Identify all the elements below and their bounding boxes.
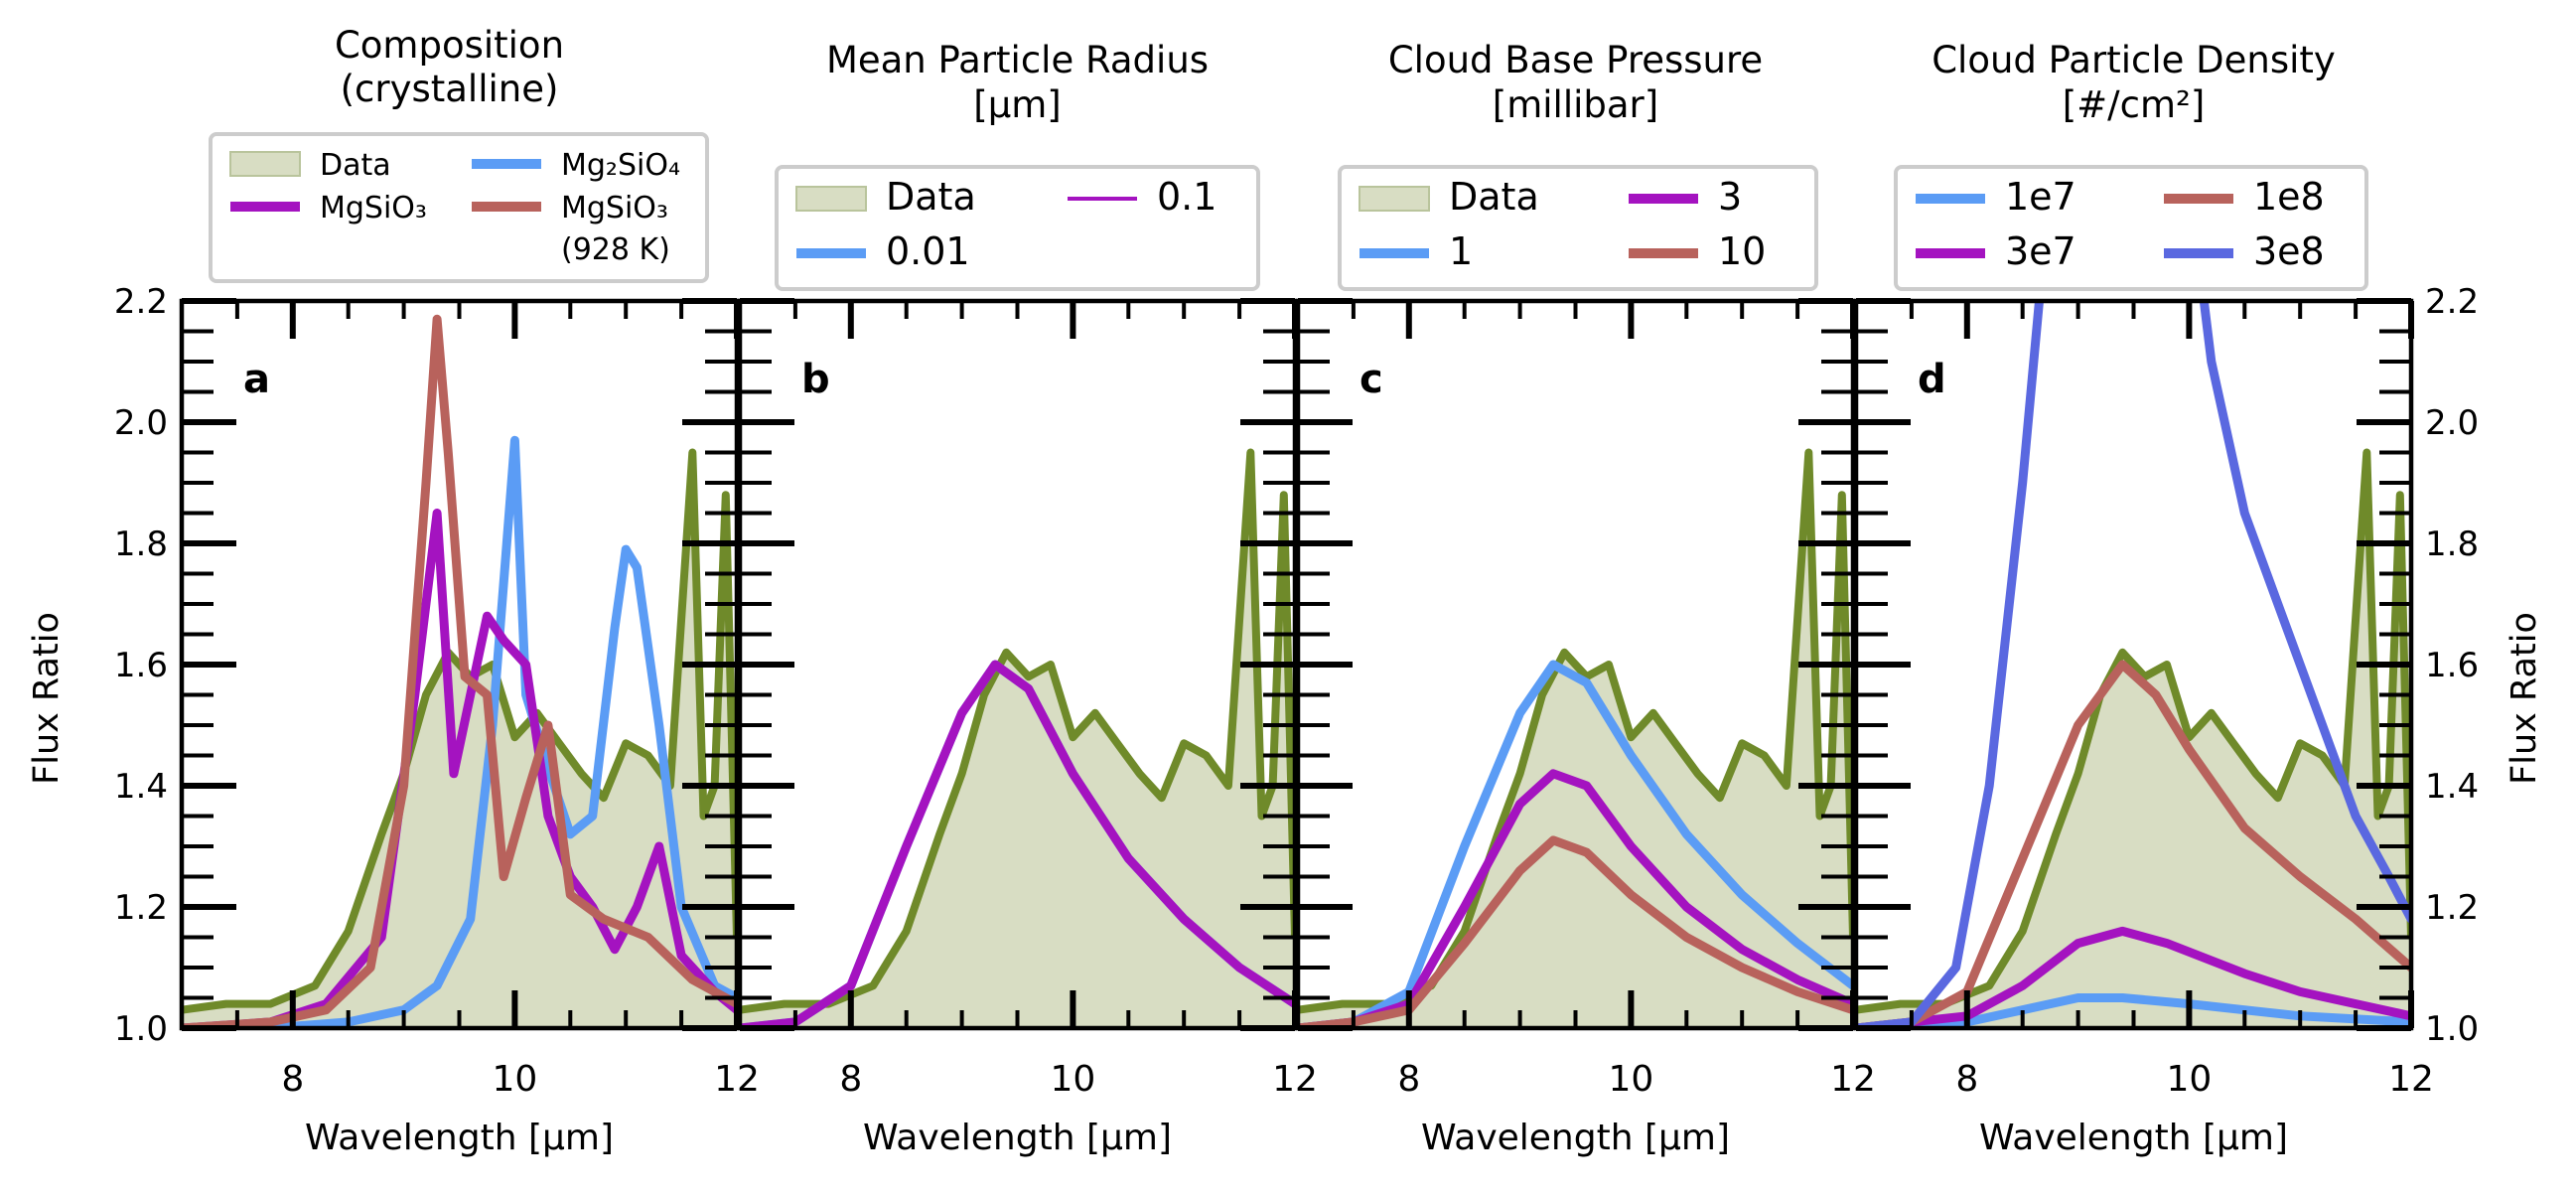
legend-swatch-data <box>1359 186 1430 212</box>
x-tick-label: 10 <box>492 1059 537 1100</box>
y-tick-label: 1.8 <box>114 524 168 564</box>
y-axis-label-left: Flux Ratio <box>27 612 67 785</box>
y-tick-label: 1.6 <box>2425 646 2479 685</box>
legend: Data Mg₂SiO₄ MgSiO₃ MgSiO₃ (928 K) <box>209 132 709 283</box>
legend-label: (928 K) <box>561 232 670 267</box>
panel-a: 8 10 12 1.0 1.2 1.4 1.6 1.8 2.0 2.2 a Wavelength [μ… <box>114 24 760 1158</box>
panel-letter: c <box>1360 357 1383 402</box>
legend-label: 3e7 <box>2005 229 2076 273</box>
x-tick-label: 10 <box>2166 1059 2212 1100</box>
data-line <box>740 448 1295 1014</box>
legend-label: 3e8 <box>2253 229 2325 273</box>
legend: Data 3 1 10 <box>1338 165 1818 291</box>
data-line <box>182 448 737 1014</box>
x-axis-label: Wavelength [μm] <box>1979 1118 2288 1158</box>
y-tick-label: 2.0 <box>2425 403 2479 443</box>
panel-title: Mean Particle Radius <box>826 39 1209 81</box>
panel-b: 8 10 12 b Wavelength [μm] Mean Particle Radiu… <box>737 39 1318 1158</box>
x-tick-label: 8 <box>1955 1059 1978 1100</box>
legend: Data 0.1 0.01 <box>775 165 1260 291</box>
panel-letter: b <box>801 357 830 402</box>
series-line-mgsio-928-k <box>182 314 737 1028</box>
y-tick-label: 1.2 <box>2425 888 2479 928</box>
legend-label: Data <box>320 148 391 183</box>
series-line-1 <box>1298 660 1853 1028</box>
panel-title-unit: [millibar] <box>1493 83 1658 126</box>
legend-label: 1e7 <box>2005 175 2076 219</box>
legend-label: 10 <box>1718 229 1766 273</box>
legend-frame <box>775 165 1260 291</box>
series-line-3 <box>1298 769 1853 1028</box>
legend-label: Mg₂SiO₄ <box>561 148 680 183</box>
y-tick-label: 1.4 <box>114 767 168 807</box>
legend-label: 0.01 <box>886 229 970 273</box>
legend-label: Data <box>886 175 976 219</box>
panels: 8 10 12 1.0 1.2 1.4 1.6 1.8 2.0 2.2 a Wavelength [μ… <box>114 24 2479 1158</box>
panel-title-unit: (crystalline) <box>341 68 559 110</box>
x-tick-label: 12 <box>714 1059 760 1100</box>
legend-label: 1e8 <box>2253 175 2325 219</box>
y-axis-label-right: Flux Ratio <box>2504 612 2544 785</box>
y-tick-label: 1.8 <box>2425 524 2479 564</box>
panel-title: Cloud Particle Density <box>1932 39 2336 81</box>
legend-label: Data <box>1449 175 1539 219</box>
legend-swatch-data <box>795 186 867 212</box>
legend-label: 3 <box>1718 175 1742 219</box>
legend-label: 0.1 <box>1157 175 1216 219</box>
data-fill <box>1856 452 2411 1028</box>
y-tick-label: 1.6 <box>114 646 168 685</box>
x-axis-label: Wavelength [μm] <box>1421 1118 1730 1158</box>
panel-title: Composition <box>335 24 564 67</box>
series-line-0-1 <box>740 660 1295 1028</box>
panel-title-unit: [#/cm²] <box>2063 83 2206 126</box>
panel-letter: d <box>1918 357 1946 402</box>
panel-c: 8 10 12 c Wavelength [μm] Cloud Base Pressure… <box>1295 39 1876 1158</box>
series-line-3e7 <box>1856 926 2411 1028</box>
series-line-3e8 <box>1856 301 2411 1028</box>
legend-label: 1 <box>1449 229 1473 273</box>
x-tick-label: 12 <box>1830 1059 1876 1100</box>
panel-title-unit: [μm] <box>973 83 1061 126</box>
y-tick-label: 1.0 <box>2425 1009 2479 1049</box>
x-axis-label: Wavelength [μm] <box>305 1118 614 1158</box>
legend: 1e7 1e8 3e7 3e8 <box>1894 165 2368 291</box>
y-tick-label: 1.0 <box>114 1009 168 1049</box>
y-tick-label: 2.2 <box>114 282 168 322</box>
x-tick-label: 10 <box>1050 1059 1095 1100</box>
data-fill <box>1298 452 1853 1028</box>
x-tick-label: 10 <box>1608 1059 1653 1100</box>
panel-d: 8 10 12 1.0 1.2 1.4 1.6 1.8 2.0 2.2 d Wavelength [μ… <box>1853 39 2479 1158</box>
y-tick-label: 1.2 <box>114 888 168 928</box>
panel-title: Cloud Base Pressure <box>1388 39 1763 81</box>
legend-frame <box>209 132 709 283</box>
x-axis-label: Wavelength [μm] <box>863 1118 1172 1158</box>
y-tick-label: 1.4 <box>2425 767 2479 807</box>
x-tick-label: 12 <box>2388 1059 2434 1100</box>
series-line-1e8 <box>1856 660 2411 1028</box>
legend-label: MgSiO₃ <box>320 191 427 225</box>
data-line <box>1298 448 1853 1014</box>
x-tick-label: 12 <box>1272 1059 1318 1100</box>
x-tick-label: 8 <box>1397 1059 1420 1100</box>
x-tick-label: 8 <box>281 1059 304 1100</box>
panel-letter: a <box>243 357 270 402</box>
x-tick-label: 8 <box>839 1059 862 1100</box>
series-line-1e7 <box>1856 993 2411 1028</box>
y-tick-label: 2.2 <box>2425 282 2479 322</box>
y-tick-label: 2.0 <box>114 403 168 443</box>
data-line <box>1856 448 2411 1014</box>
legend-frame <box>1894 165 2368 291</box>
series-line-10 <box>1298 835 1853 1028</box>
legend-swatch-data <box>229 151 301 177</box>
legend-label: MgSiO₃ <box>561 191 668 225</box>
series-line-mg-sio <box>182 435 737 1028</box>
